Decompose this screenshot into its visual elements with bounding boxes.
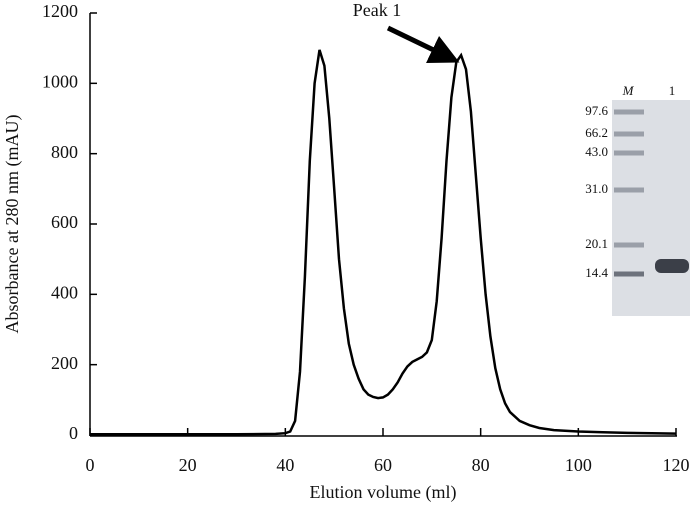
- lane-label: M: [622, 83, 635, 98]
- y-tick-label: 1200: [42, 1, 78, 21]
- marker-band: [614, 109, 644, 115]
- marker-label: 20.1: [585, 236, 608, 251]
- y-tick-label: 0: [69, 423, 78, 443]
- marker-band: [614, 187, 644, 193]
- y-tick-label: 200: [51, 353, 78, 373]
- y-tick-label: 400: [51, 282, 78, 302]
- marker-label: 97.6: [585, 103, 608, 118]
- y-tick-label: 1000: [42, 71, 78, 91]
- x-tick-label: 80: [472, 455, 490, 475]
- marker-label: 14.4: [585, 265, 608, 280]
- marker-band: [614, 242, 644, 248]
- y-tick-label: 600: [51, 212, 78, 232]
- y-tick-label: 800: [51, 142, 78, 162]
- x-axis-label: Elution volume (ml): [310, 482, 457, 503]
- gel-band: [655, 259, 689, 273]
- marker-band: [614, 271, 644, 277]
- x-tick-label: 100: [565, 455, 592, 475]
- marker-band: [614, 131, 644, 137]
- x-tick-label: 40: [276, 455, 294, 475]
- marker-label: 31.0: [585, 181, 608, 196]
- marker-band: [614, 150, 644, 156]
- x-tick-label: 60: [374, 455, 392, 475]
- marker-label: 66.2: [585, 125, 608, 140]
- y-axis-label: Absorbance at 280 nm (mAU): [2, 115, 23, 334]
- x-tick-label: 0: [86, 455, 95, 475]
- line: [90, 49, 677, 436]
- arrow: [386, 25, 460, 63]
- marker-label: 43.0: [585, 144, 608, 159]
- x-tick-label: 120: [663, 455, 690, 475]
- annotation: Peak 1: [353, 0, 402, 20]
- x-tick-label: 20: [179, 455, 197, 475]
- lane-label: 1: [669, 83, 676, 98]
